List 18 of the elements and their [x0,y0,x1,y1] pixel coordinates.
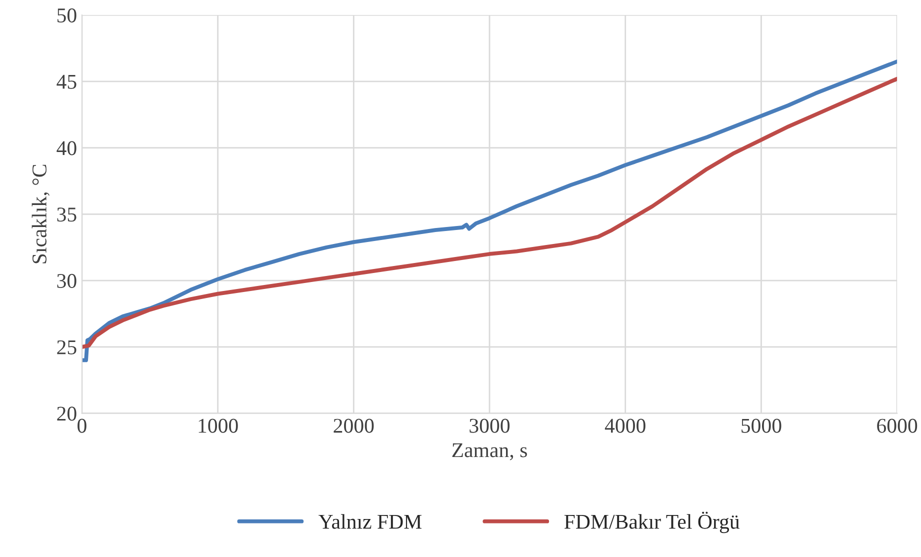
y-tick-label: 35 [57,208,76,222]
x-tick-label: 4000 [604,418,646,433]
y-tick-label: 25 [57,340,76,354]
y-tick-label: 20 [57,406,76,421]
y-tick-label: 40 [56,141,76,156]
y-tick-label: 30 [57,274,76,288]
x-tick-label: 0 [78,418,86,433]
x-tick-label: 6000 [877,418,918,433]
y-tick-label: 45 [56,74,76,89]
x-tick-label: 1000 [198,418,238,433]
y-axis-title: Sıcaklık, °C [32,164,50,264]
legend-label: Yalnız FDM [318,514,422,529]
x-tick-label: 5000 [742,418,782,433]
x-tick-label: 2000 [334,418,374,433]
x-axis-title: Zaman, s [452,443,527,460]
legend-label: FDM/Bakır Tel Örgü [564,512,740,534]
y-tick-label: 50 [57,8,76,22]
x-tick-label: 3000 [470,418,510,433]
